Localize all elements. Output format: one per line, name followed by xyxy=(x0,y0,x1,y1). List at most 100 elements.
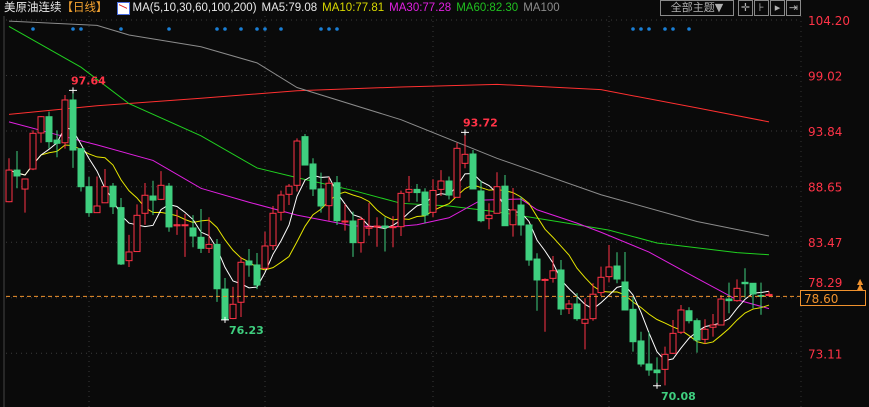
event-dot xyxy=(215,27,219,31)
low-price-label: 70.08 xyxy=(661,390,696,403)
candle-body xyxy=(325,182,333,207)
event-dot xyxy=(663,27,667,31)
event-dot xyxy=(79,27,83,31)
low-marker-icon xyxy=(653,382,661,389)
candle xyxy=(485,203,493,230)
candle xyxy=(125,234,133,267)
high-price-label: 97.64 xyxy=(71,74,106,87)
zoom-range-button[interactable]: ⊦ xyxy=(754,0,769,16)
candle xyxy=(413,184,421,202)
candle xyxy=(333,175,341,225)
candle-body xyxy=(37,116,45,134)
play-step-button[interactable]: ▸ xyxy=(770,0,785,16)
event-dot xyxy=(639,27,643,31)
candle-body xyxy=(533,258,541,281)
candle xyxy=(573,293,581,321)
candle xyxy=(45,111,53,149)
candle-body xyxy=(77,148,85,188)
event-dot xyxy=(167,27,171,31)
event-dot xyxy=(631,27,635,31)
move-right-icon: ⇥ xyxy=(788,1,799,14)
event-dot xyxy=(671,27,675,31)
crosshair-button[interactable]: ✛ xyxy=(738,0,753,16)
candle xyxy=(373,217,381,247)
candle xyxy=(541,278,549,332)
ma10-value: MA10:77.81 xyxy=(322,2,385,14)
candle-body xyxy=(365,226,373,229)
ma30-line xyxy=(8,121,770,310)
candle-body xyxy=(661,353,669,370)
candle-body xyxy=(477,190,485,222)
event-dot xyxy=(255,27,259,31)
candle-body xyxy=(269,212,277,247)
ma-indicator-icon[interactable] xyxy=(116,2,130,15)
candle-body xyxy=(389,226,397,229)
high-marker-icon xyxy=(69,87,77,94)
event-dot xyxy=(263,27,267,31)
candle xyxy=(565,300,573,315)
candle-body xyxy=(669,332,677,354)
theme-dropdown-button[interactable]: 全部主题▼ xyxy=(660,0,734,16)
event-dot xyxy=(71,27,75,31)
instrument-name: 美原油连续 xyxy=(4,2,62,14)
candle-body xyxy=(589,293,597,320)
candle xyxy=(133,204,141,253)
candle-body xyxy=(45,116,53,143)
candle xyxy=(237,256,245,317)
candle xyxy=(645,331,653,376)
candle xyxy=(677,305,685,334)
candle-body xyxy=(333,182,341,222)
period-label[interactable]: 【日线】 xyxy=(61,2,108,14)
y-tick-label: 99.02 xyxy=(808,70,842,84)
low-marker-icon xyxy=(221,316,229,323)
candle-body xyxy=(581,318,589,324)
candle xyxy=(501,175,509,227)
candle xyxy=(69,90,77,168)
candle-body xyxy=(117,207,125,265)
candle-body xyxy=(205,243,213,249)
y-tick-label: 104.20 xyxy=(808,14,850,28)
scroll-up-arrow-icon[interactable]: ▲ ▲ xyxy=(857,277,864,291)
candle xyxy=(709,314,717,337)
candle-body xyxy=(693,320,701,341)
candle-body xyxy=(429,189,437,213)
candle xyxy=(213,239,221,302)
candle xyxy=(53,130,61,158)
candle-body xyxy=(349,220,357,244)
candle xyxy=(477,180,485,223)
candle-body xyxy=(501,185,509,227)
candle-body xyxy=(157,184,165,200)
candles xyxy=(5,90,773,386)
play-step-icon: ▸ xyxy=(774,1,781,14)
ma100-value: MA100 xyxy=(523,2,560,14)
moving-average-lines xyxy=(8,20,770,362)
candle xyxy=(197,208,205,253)
candle xyxy=(141,182,149,225)
candle xyxy=(293,138,301,192)
candle xyxy=(61,95,69,149)
candle-body xyxy=(381,225,389,228)
candle-body xyxy=(765,293,773,297)
y-tick-label: 78.29 xyxy=(808,276,842,290)
candle-body xyxy=(277,194,285,213)
event-dot xyxy=(647,27,651,31)
event-dot xyxy=(327,27,331,31)
candle xyxy=(597,266,605,297)
candle xyxy=(421,188,429,224)
candle xyxy=(453,142,461,198)
ma200-line xyxy=(8,83,770,123)
candle-body xyxy=(653,369,661,374)
candle xyxy=(629,296,637,352)
move-right-button[interactable]: ⇥ xyxy=(786,0,801,16)
candle-body xyxy=(725,298,733,302)
event-dot xyxy=(223,27,227,31)
candle-body xyxy=(517,204,525,226)
candle-body xyxy=(549,270,557,279)
candle-body xyxy=(229,303,237,320)
candle xyxy=(461,132,469,169)
candle xyxy=(205,217,213,253)
candle-body xyxy=(237,261,245,303)
ma-params[interactable]: MA(5,10,30,60,100,200) xyxy=(132,2,257,14)
event-dot xyxy=(319,27,323,31)
